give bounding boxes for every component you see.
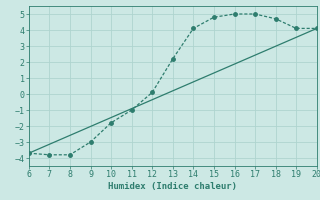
- X-axis label: Humidex (Indice chaleur): Humidex (Indice chaleur): [108, 182, 237, 191]
